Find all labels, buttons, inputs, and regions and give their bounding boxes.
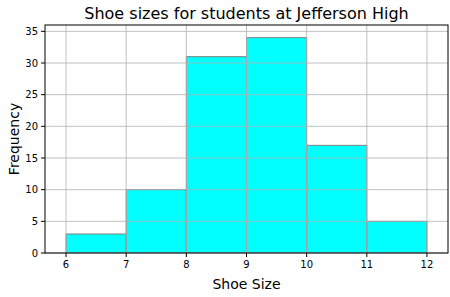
y-tick-label: 5 (32, 216, 38, 227)
x-grid-line (126, 25, 127, 253)
x-tick-label: 8 (183, 259, 189, 270)
y-tick (41, 189, 45, 190)
y-tick (41, 31, 45, 32)
x-tick-label: 9 (243, 259, 249, 270)
y-tick-label: 15 (25, 153, 38, 164)
y-grid-line (45, 31, 448, 32)
y-tick (41, 63, 45, 64)
y-grid-line (45, 94, 448, 95)
y-grid-line (45, 158, 448, 159)
y-tick (41, 126, 45, 127)
x-grid-line (66, 25, 67, 253)
plot-background (45, 25, 448, 253)
y-grid-line (45, 126, 448, 127)
x-grid-line (186, 25, 187, 253)
x-tick-label: 7 (123, 259, 129, 270)
y-tick-label: 35 (25, 26, 38, 37)
y-tick-label: 10 (25, 184, 38, 195)
y-tick (41, 158, 45, 159)
x-tick-label: 11 (360, 259, 373, 270)
y-tick (41, 253, 45, 254)
x-tick-label: 10 (300, 259, 313, 270)
grid (45, 25, 448, 253)
y-tick-label: 25 (25, 89, 38, 100)
x-grid-line (306, 25, 307, 253)
x-tick (246, 253, 247, 257)
y-tick (41, 221, 45, 222)
page: {"chart_data": {"type": "histogram", "ti… (0, 0, 450, 297)
y-tick (41, 94, 45, 95)
histogram-bar (247, 38, 307, 253)
chart-container: 6 7 8 9 10 11 12 0 5 10 15 20 25 30 35 Shoe sizes for s… (0, 0, 450, 297)
histogram-bar (307, 145, 367, 253)
x-grid-line (426, 25, 427, 253)
y-tick-label: 30 (25, 58, 38, 69)
histogram-bar (66, 234, 126, 253)
x-tick (426, 253, 427, 257)
y-tick-label: 0 (32, 248, 38, 259)
histogram-bar (367, 221, 427, 253)
x-grid-line (366, 25, 367, 253)
axes: 6 7 8 9 10 11 12 0 5 10 15 20 25 30 35 (25, 26, 433, 270)
y-grid-line (45, 189, 448, 190)
x-grid-line (246, 25, 247, 253)
x-tick (366, 253, 367, 257)
x-tick (186, 253, 187, 257)
chart-title: Shoe sizes for students at Jefferson Hig… (84, 4, 408, 23)
x-tick-label: 6 (63, 259, 69, 270)
y-axis-label: Frequency (6, 103, 22, 175)
x-tick (306, 253, 307, 257)
x-axis-label: Shoe Size (212, 276, 280, 292)
histogram-bar (186, 57, 246, 253)
y-tick-label: 20 (25, 121, 38, 132)
plot-frame (45, 25, 448, 253)
y-grid-line (45, 63, 448, 64)
chart-svg: 6 7 8 9 10 11 12 0 5 10 15 20 25 30 35 Shoe sizes for s… (0, 0, 450, 297)
x-tick (126, 253, 127, 257)
x-tick-label: 12 (421, 259, 434, 270)
y-grid-line (45, 221, 448, 222)
x-tick (66, 253, 67, 257)
